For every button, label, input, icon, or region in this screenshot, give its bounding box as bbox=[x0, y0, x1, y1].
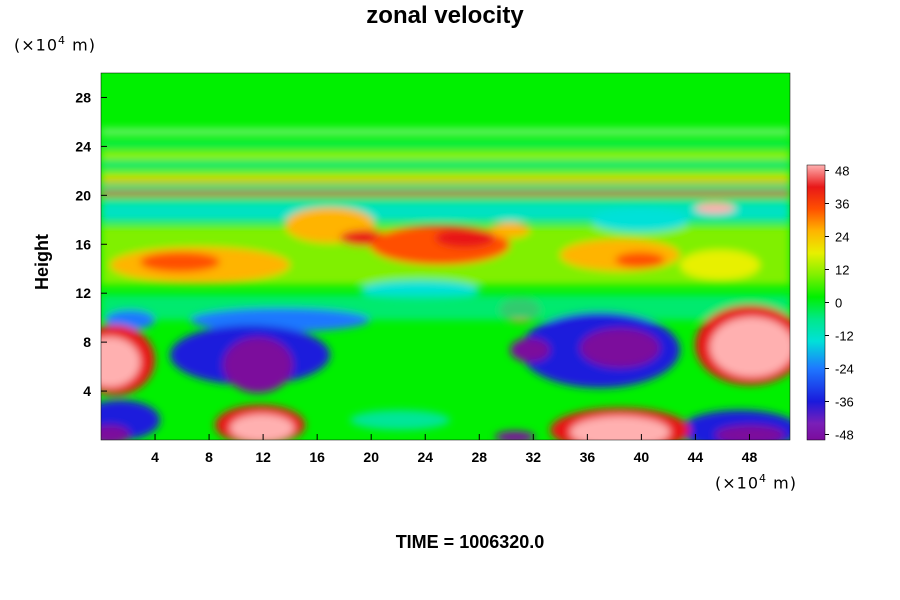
y-tick-label: 4 bbox=[83, 383, 91, 399]
x-tick-label: 32 bbox=[526, 449, 542, 465]
x-tick-label: 48 bbox=[742, 449, 758, 465]
colorbar-tick-label: 24 bbox=[835, 230, 849, 245]
x-axis-unit: (×104 m) bbox=[715, 472, 797, 493]
x-tick-label: 8 bbox=[205, 449, 213, 465]
colorbar-tick-label: 12 bbox=[835, 263, 849, 278]
colorbar-tick-label: 36 bbox=[835, 197, 849, 212]
chart-title: zonal velocity bbox=[366, 2, 524, 29]
colorbar-tick-label: 48 bbox=[835, 164, 849, 179]
x-tick-label: 40 bbox=[634, 449, 650, 465]
colorbar-tick-label: -24 bbox=[835, 362, 854, 377]
x-tick-label: 44 bbox=[688, 449, 704, 465]
y-tick-label: 12 bbox=[75, 285, 91, 301]
y-axis-ticks: 4 8 12 16 20 24 28 bbox=[75, 89, 107, 399]
y-tick-label: 28 bbox=[75, 89, 91, 105]
x-tick-label: 4 bbox=[151, 449, 159, 465]
y-tick-label: 20 bbox=[75, 187, 91, 203]
x-tick-label: 16 bbox=[309, 449, 325, 465]
colorbar-tick-label: -48 bbox=[835, 428, 854, 443]
x-axis-ticks: 4 8 12 16 20 24 28 32 36 40 44 48 bbox=[151, 434, 757, 465]
colorbar bbox=[806, 164, 826, 441]
x-tick-label: 24 bbox=[417, 449, 433, 465]
colorbar-tick-label: -12 bbox=[835, 329, 854, 344]
y-tick-label: 24 bbox=[75, 138, 91, 154]
velocity-field bbox=[101, 73, 790, 440]
plot-frame bbox=[100, 72, 791, 441]
x-tick-label: 36 bbox=[580, 449, 596, 465]
x-tick-label: 20 bbox=[363, 449, 379, 465]
colorbar-tick-label: -36 bbox=[835, 395, 854, 410]
colorbar-tick-label: 0 bbox=[835, 296, 842, 311]
colorbar-ticks: 48 36 24 12 0 -12 -24 -36 -48 bbox=[825, 164, 854, 443]
y-axis-unit: (×104 m) bbox=[14, 34, 96, 55]
x-tick-label: 28 bbox=[471, 449, 487, 465]
y-tick-label: 8 bbox=[83, 334, 91, 350]
x-tick-label: 12 bbox=[255, 449, 271, 465]
y-tick-label: 16 bbox=[75, 236, 91, 252]
time-label: TIME = 1006320.0 bbox=[395, 532, 545, 552]
